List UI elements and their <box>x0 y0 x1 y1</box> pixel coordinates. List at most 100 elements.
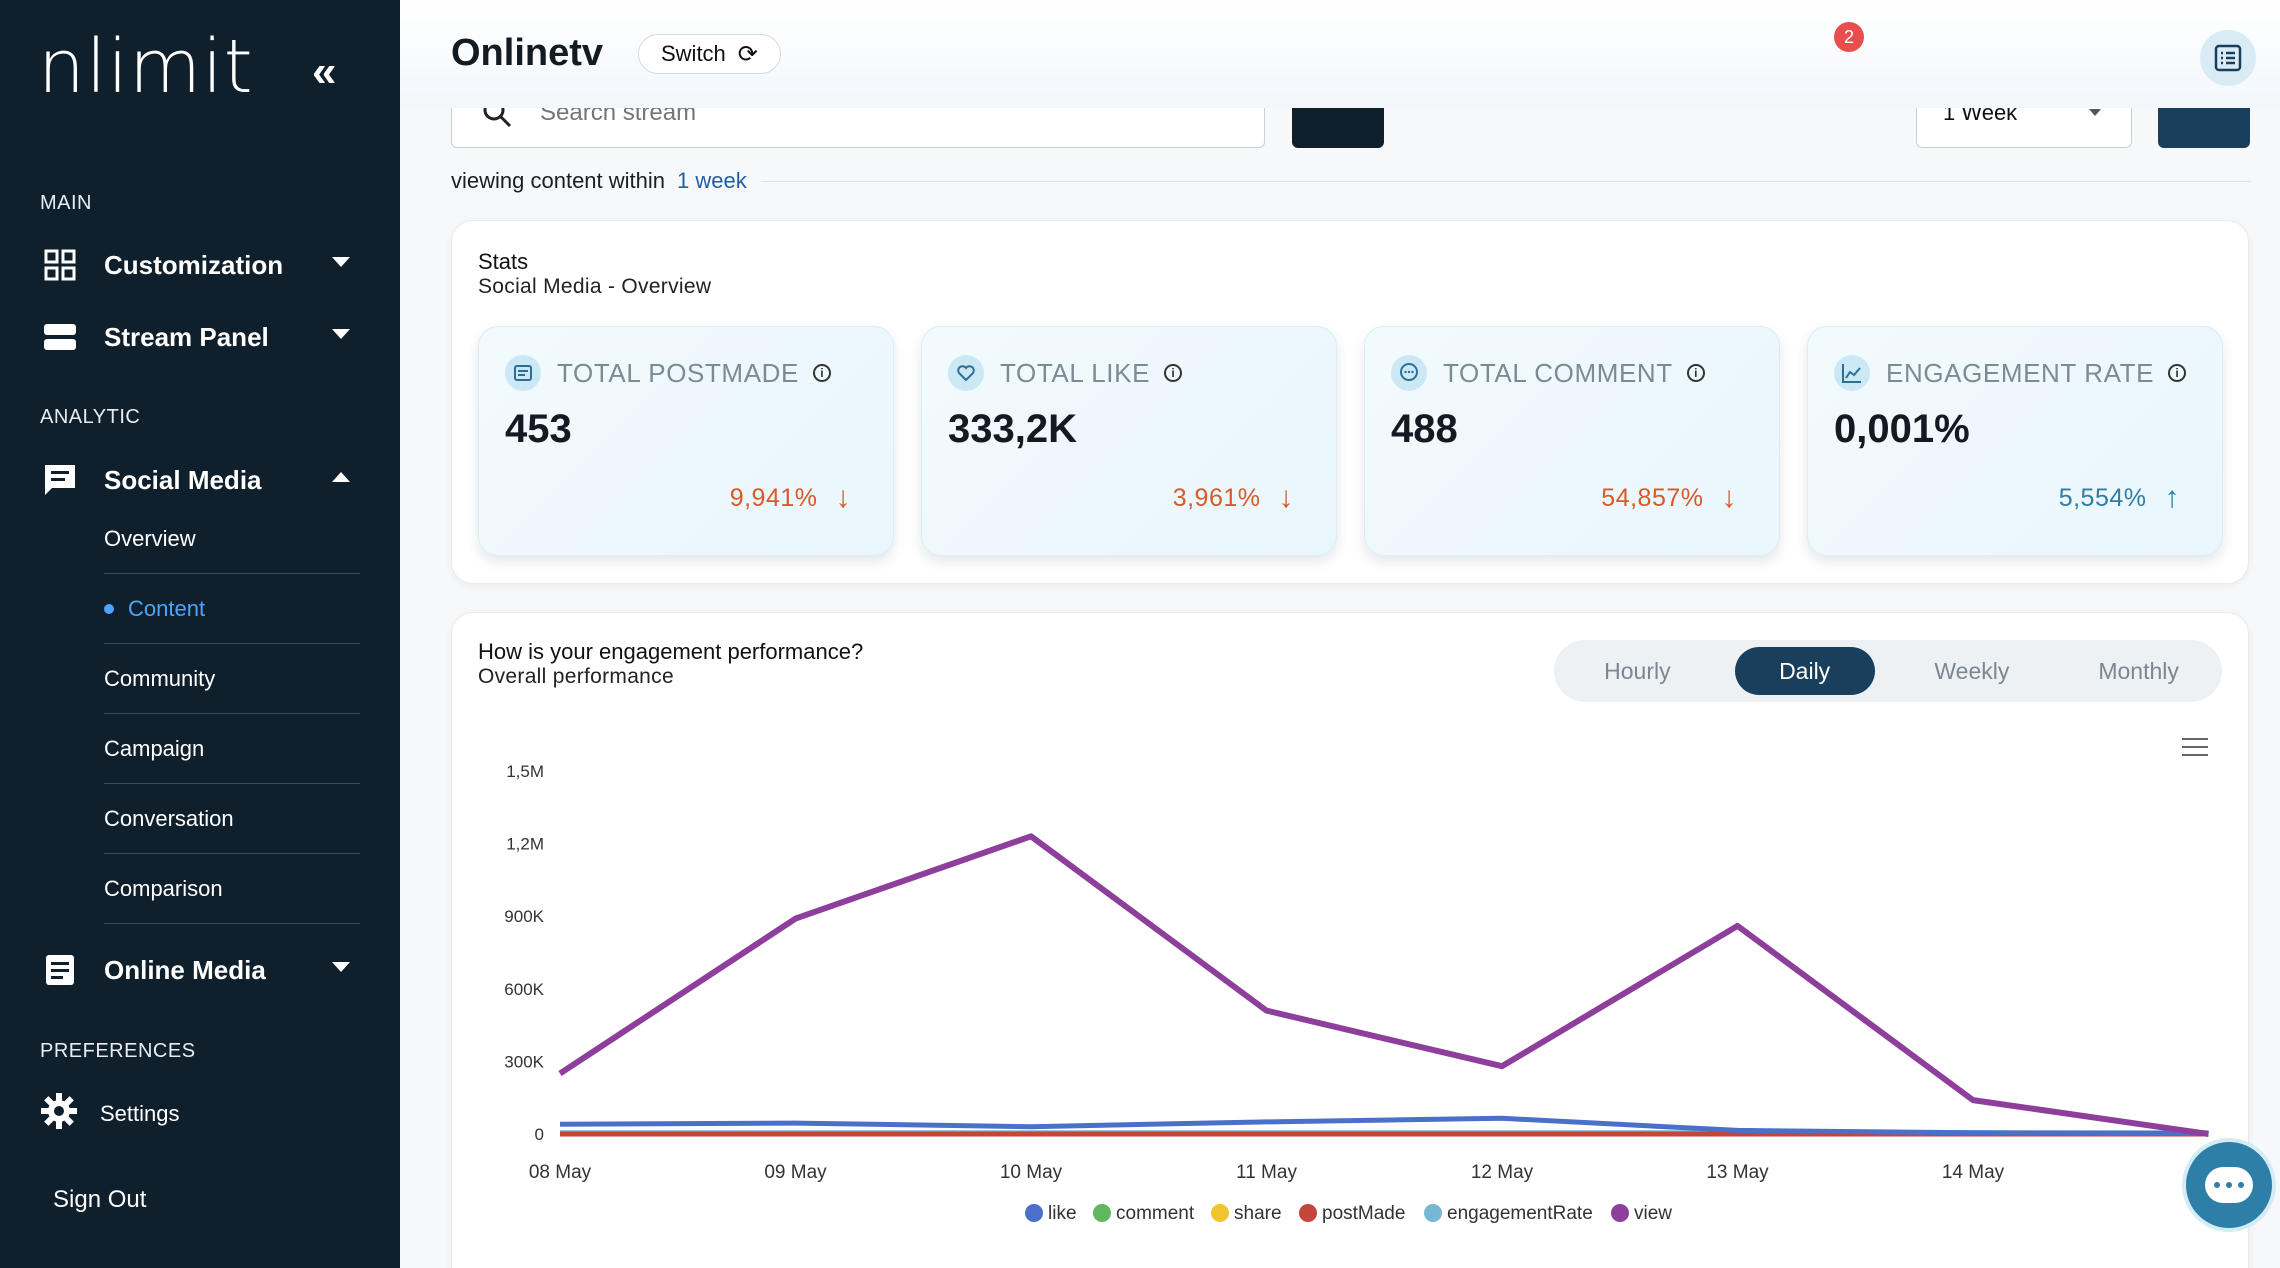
sidebar-item-label: Overview <box>104 525 196 551</box>
stat-delta-value: 5,554% <box>2058 483 2147 512</box>
stat-delta: 3,961% ↓ <box>1173 481 1294 515</box>
sidebar-item-label: Content <box>128 595 206 621</box>
gear-icon <box>40 1092 78 1135</box>
y-tick-label: 1,5M <box>506 762 544 781</box>
period-weekly[interactable]: Weekly <box>1934 658 2010 684</box>
y-tick-label: 0 <box>535 1125 544 1144</box>
legend-marker <box>1299 1204 1317 1222</box>
engagement-card: How is your engagement performance? Over… <box>451 612 2249 1268</box>
search-input[interactable] <box>540 108 1240 127</box>
stats-subtitle: Social Media - Overview <box>478 275 712 298</box>
sidebar-item-conversation[interactable]: Conversation <box>104 784 360 854</box>
section-label-preferences: PREFERENCES <box>40 1040 196 1062</box>
stat-name: TOTAL POSTMADE <box>557 357 799 388</box>
stat-name: TOTAL COMMENT <box>1443 357 1673 388</box>
sidebar-item-comparison[interactable]: Comparison <box>104 854 360 924</box>
sidebar-item-overview[interactable]: Overview <box>104 504 360 574</box>
period-hourly[interactable]: Hourly <box>1604 658 1671 684</box>
list-icon <box>2214 44 2242 72</box>
section-label-main: MAIN <box>40 192 92 214</box>
brand-logo: nlimit <box>38 24 254 110</box>
arrow-down-icon: ↓ <box>1278 481 1294 514</box>
legend-marker <box>1424 1204 1442 1222</box>
stats-title: Stats <box>478 249 529 274</box>
divider <box>760 180 2251 182</box>
toolbar: 1 Week <box>400 108 2280 148</box>
x-tick-label: 08 May <box>529 1162 592 1183</box>
top-header: Onlinetv Switch ⟳ <box>400 0 2280 108</box>
series-line-like <box>559 1115 2209 1136</box>
sidebar-item-label: Community <box>104 665 216 691</box>
stat-value: 453 <box>505 407 572 451</box>
nav-stream-panel[interactable]: Stream Panel <box>40 315 360 359</box>
nav-social-media-label: Social Media <box>104 464 262 495</box>
chat-button[interactable] <box>2182 1138 2276 1232</box>
nav-online-media[interactable]: Online Media <box>40 948 360 992</box>
legend-label: comment <box>1116 1203 1195 1224</box>
sign-out-button[interactable]: Sign Out <box>53 1186 147 1213</box>
x-tick-label: 09 May <box>764 1162 827 1183</box>
stat-value: 333,2K <box>948 407 1077 451</box>
stat-value: 0,001% <box>1834 407 1970 451</box>
stat-card-comment: TOTAL COMMENT i 488 54,857% ↓ <box>1364 326 1780 556</box>
active-dot <box>104 603 114 614</box>
chevron-down-icon <box>332 329 350 339</box>
x-tick-label: 11 May <box>1236 1162 1297 1183</box>
stat-delta: 5,554% ↑ <box>2059 481 2180 515</box>
viewing-label: viewing content within <box>451 168 666 193</box>
switch-button[interactable]: Switch ⟳ <box>638 34 781 74</box>
info-icon[interactable]: i <box>812 364 831 382</box>
legend-marker <box>1611 1204 1629 1222</box>
info-icon[interactable]: i <box>2168 364 2187 382</box>
sidebar-item-content[interactable]: Content <box>104 574 360 644</box>
notification-button[interactable] <box>2200 30 2256 86</box>
x-tick-label: 13 May <box>1706 1162 1769 1183</box>
stat-card-like: TOTAL LIKE i 333,2K 3,961% ↓ <box>921 326 1337 556</box>
stat-delta-value: 9,941% <box>729 483 818 512</box>
y-tick-label: 300K <box>504 1052 544 1071</box>
period-select[interactable]: 1 Week <box>1916 108 2132 148</box>
sidebar-item-label: Comparison <box>104 875 223 901</box>
search-icon <box>483 108 512 128</box>
legend-label: postMade <box>1322 1203 1405 1224</box>
stat-delta: 54,857% ↓ <box>1601 481 1737 515</box>
x-tick-label: 14 May <box>1942 1162 2005 1183</box>
y-tick-label: 1,2M <box>506 835 544 854</box>
refresh-icon: ⟳ <box>737 40 758 68</box>
nav-settings[interactable]: Settings <box>40 1092 180 1135</box>
document-icon <box>40 952 80 988</box>
legend-label: engagementRate <box>1447 1203 1593 1224</box>
period-toggle: Hourly Daily Weekly Monthly <box>1554 640 2222 702</box>
legend-marker <box>1025 1204 1043 1222</box>
stat-name: ENGAGEMENT RATE <box>1886 357 2155 388</box>
sidebar-item-community[interactable]: Community <box>104 644 360 714</box>
period-monthly[interactable]: Monthly <box>2098 658 2179 684</box>
period-daily[interactable]: Daily <box>1734 647 1875 695</box>
stream-panel-icon <box>40 319 80 355</box>
refresh-button[interactable] <box>2158 108 2250 148</box>
nav-stream-panel-label: Stream Panel <box>104 321 269 352</box>
search-box[interactable] <box>451 108 1265 148</box>
info-icon[interactable]: i <box>1686 364 1705 382</box>
chevron-down-icon <box>332 962 350 972</box>
legend-label: view <box>1634 1203 1672 1224</box>
sidebar-item-campaign[interactable]: Campaign <box>104 714 360 784</box>
nav-customization[interactable]: Customization <box>40 243 360 287</box>
filter-button[interactable] <box>1292 108 1384 148</box>
chevron-down-icon <box>332 257 350 267</box>
info-icon[interactable]: i <box>1164 364 1183 382</box>
stat-delta-value: 3,961% <box>1172 483 1261 512</box>
collapse-sidebar-button[interactable]: « <box>312 47 337 96</box>
switch-label: Switch <box>661 41 726 66</box>
nav-social-media[interactable]: Social Media <box>40 458 360 502</box>
engagement-title: How is your engagement performance? <box>478 639 864 664</box>
stat-card-engagement-rate: ENGAGEMENT RATE i 0,001% 5,554% ↑ <box>1807 326 2223 556</box>
arrow-up-icon: ↑ <box>2164 481 2180 514</box>
chart-menu-icon[interactable] <box>2182 738 2208 762</box>
stat-name: TOTAL LIKE <box>1000 357 1151 388</box>
page-title: Onlinetv <box>451 32 604 74</box>
section-label-analytic: ANALYTIC <box>40 406 141 428</box>
stat-value: 488 <box>1391 407 1458 451</box>
engagement-subtitle: Overall performance <box>478 665 674 688</box>
notification-badge: 2 <box>1834 22 1864 52</box>
